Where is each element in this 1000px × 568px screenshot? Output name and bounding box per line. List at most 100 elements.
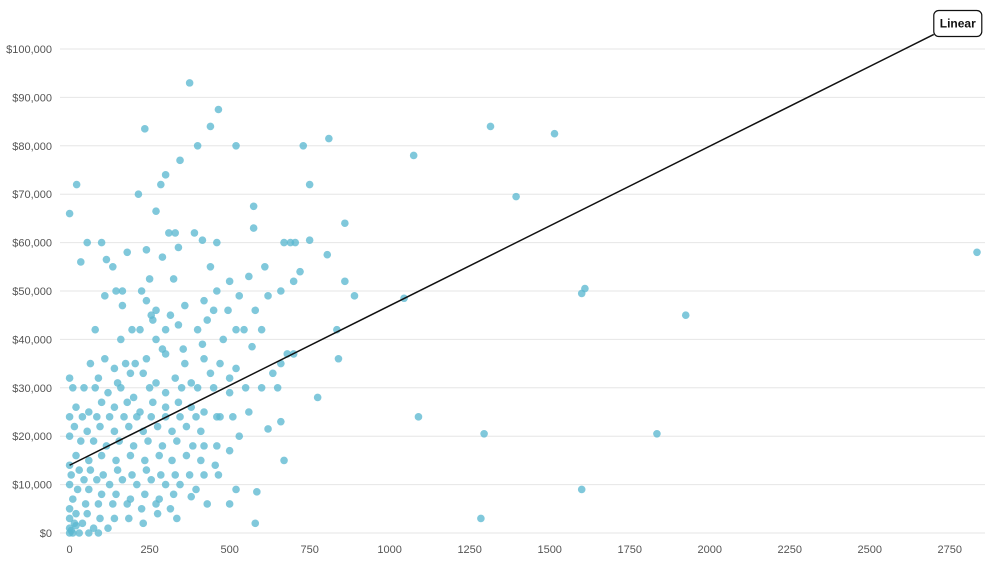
data-point — [72, 451, 80, 460]
data-point — [174, 398, 183, 407]
data-point — [141, 456, 149, 465]
data-point — [99, 471, 108, 479]
x-tick-label: 500 — [220, 544, 238, 556]
y-tick-label: $70,000 — [12, 189, 52, 201]
data-point — [181, 301, 189, 310]
data-point — [89, 524, 98, 532]
data-point — [280, 238, 288, 247]
data-point — [110, 364, 119, 373]
data-point — [65, 514, 74, 523]
data-point — [187, 492, 196, 501]
data-point — [89, 437, 98, 445]
data-point — [131, 359, 140, 368]
data-point — [177, 384, 186, 392]
data-point — [168, 427, 176, 436]
data-point — [176, 413, 184, 421]
data-point — [173, 437, 181, 445]
data-point — [198, 340, 207, 349]
data-point — [128, 471, 136, 479]
y-tick-label: $40,000 — [12, 334, 52, 346]
data-point — [126, 369, 135, 378]
data-point — [224, 306, 232, 315]
data-point — [97, 451, 106, 460]
data-point — [105, 413, 114, 421]
data-point — [169, 490, 178, 499]
data-point — [219, 335, 228, 344]
data-point — [147, 475, 156, 484]
data-point — [245, 272, 253, 281]
data-point — [240, 325, 248, 334]
data-point — [171, 471, 180, 479]
data-point — [241, 384, 250, 392]
data-point — [157, 180, 165, 189]
data-point — [93, 413, 101, 421]
data-point — [145, 275, 154, 283]
y-axis-ticks: $0 $10,000 $20,000 $30,000 $40,000 $50,000 $60… — [6, 44, 52, 540]
data-point — [65, 480, 74, 489]
data-point — [70, 422, 79, 431]
data-point — [206, 263, 215, 271]
data-point — [123, 500, 132, 508]
data-point — [126, 451, 135, 460]
data-point — [225, 446, 234, 455]
data-point — [189, 442, 197, 450]
data-point — [109, 263, 117, 271]
data-point — [257, 325, 266, 334]
data-point — [176, 480, 184, 489]
data-point — [486, 122, 495, 131]
data-point — [152, 335, 160, 344]
data-point — [118, 301, 127, 310]
data-point — [112, 456, 120, 465]
data-point — [232, 485, 240, 494]
data-point — [323, 250, 332, 259]
data-point — [235, 432, 244, 441]
data-point — [136, 325, 144, 334]
data-point — [225, 500, 234, 508]
data-point — [133, 413, 141, 421]
data-point — [161, 325, 170, 334]
data-point — [289, 277, 298, 286]
data-point — [117, 335, 125, 344]
data-point — [149, 316, 157, 324]
data-point — [161, 480, 170, 489]
trendline-label: Linear — [940, 16, 976, 30]
data-point — [152, 500, 160, 508]
x-tick-label: 750 — [300, 544, 318, 556]
data-point — [193, 325, 202, 334]
data-point — [125, 422, 133, 431]
y-tick-label: $100,000 — [6, 44, 52, 56]
data-point — [93, 475, 101, 484]
data-point — [161, 350, 170, 358]
data-point — [91, 325, 100, 334]
data-point — [118, 475, 127, 484]
data-point — [249, 202, 258, 211]
data-point — [142, 354, 151, 363]
data-point — [152, 207, 160, 215]
data-point — [214, 471, 223, 479]
data-point — [75, 466, 84, 474]
data-point — [213, 442, 221, 450]
data-point — [83, 509, 92, 518]
data-point — [216, 413, 224, 421]
data-point — [192, 413, 200, 421]
data-point — [147, 413, 156, 421]
data-point — [185, 471, 194, 479]
data-point — [125, 514, 133, 523]
y-tick-label: $60,000 — [12, 238, 52, 250]
data-point — [97, 490, 106, 499]
data-point — [85, 408, 93, 416]
data-point — [67, 471, 76, 479]
data-point — [123, 248, 132, 257]
y-tick-label: $20,000 — [12, 431, 52, 443]
data-point — [257, 384, 266, 392]
data-point — [110, 427, 119, 436]
data-point — [213, 238, 221, 247]
data-point — [123, 398, 132, 407]
data-point — [182, 451, 191, 460]
data-point — [168, 456, 176, 465]
data-point — [350, 292, 359, 300]
data-point — [277, 417, 285, 426]
data-point — [179, 345, 188, 353]
data-point — [235, 292, 244, 300]
data-point — [104, 388, 112, 397]
